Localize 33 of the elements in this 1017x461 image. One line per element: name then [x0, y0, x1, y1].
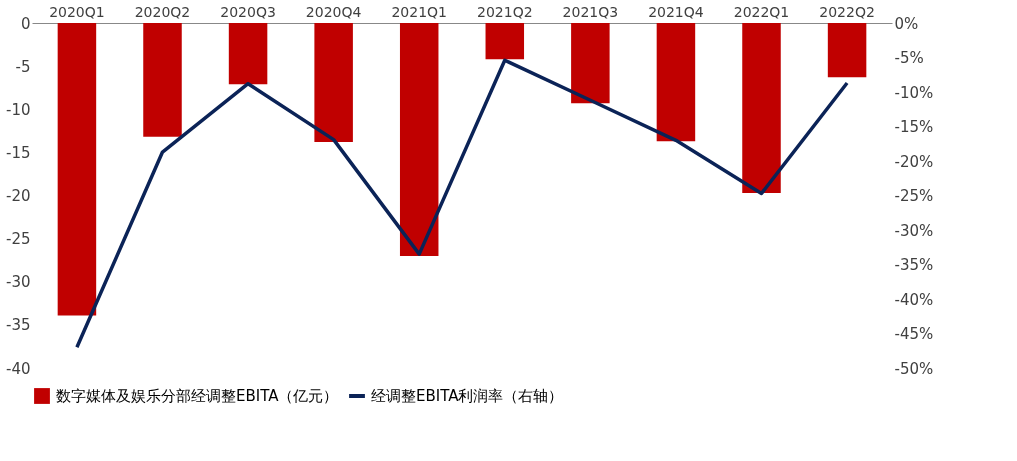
x-tick-label: 2021Q1	[391, 3, 447, 20]
x-tick-label: 2022Q1	[733, 3, 790, 20]
legend-label: 数字媒体及娱乐分部经调整EBITA（亿元）	[56, 387, 339, 405]
y-tick-label: -35	[6, 316, 31, 335]
y-tick-label: -40	[6, 359, 31, 378]
y2-tick-label: -50%	[894, 359, 934, 378]
line-series	[75, 58, 849, 350]
x-tick-label: 2020Q1	[49, 3, 105, 20]
y-tick-label: -30	[6, 273, 31, 292]
y2-tick-label: -35%	[894, 256, 934, 274]
y2-tick-label: -20%	[894, 152, 934, 171]
y2-tick-label: 0%	[894, 14, 919, 33]
y2-tick-label: -5%	[894, 49, 924, 67]
y2-tick-label: -40%	[894, 290, 934, 309]
y-tick-label: -5	[15, 57, 31, 76]
x-tick-label: 2021Q3	[562, 3, 619, 20]
x-tick-label: 2020Q3	[220, 3, 276, 20]
y2-tick-label: -10%	[894, 83, 934, 102]
y2-tick-label: -25%	[894, 187, 934, 205]
y-tick-label: 0	[20, 14, 31, 33]
x-tick-label: 2020Q2	[134, 3, 191, 20]
legend-label: 经调整EBITA利润率（右轴）	[371, 387, 564, 405]
y-tick-label: -20	[6, 187, 31, 205]
y2-tick-label: -30%	[894, 221, 934, 240]
x-tick-label: 2021Q2	[477, 3, 533, 20]
y-tick-label: -10	[6, 100, 31, 119]
y2-tick-label: -15%	[894, 118, 934, 136]
y-tick-label: -25	[6, 230, 31, 249]
x-tick-label: 2022Q2	[819, 3, 875, 20]
x-tick-label: 2021Q4	[648, 3, 704, 20]
x-tick-label: 2020Q4	[305, 3, 362, 20]
y2-tick-label: -45%	[894, 325, 934, 343]
y-tick-label: -15	[6, 143, 31, 162]
